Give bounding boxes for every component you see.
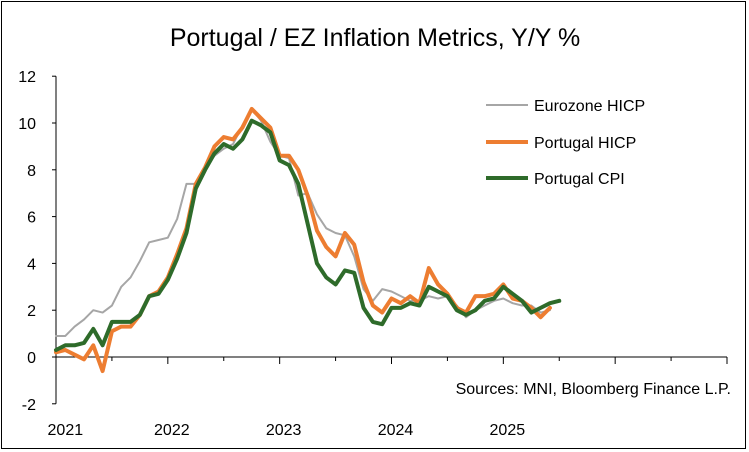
y-tick-label: -2 [22,397,36,414]
x-tick-label: 2024 [378,422,414,439]
legend-label: Portugal CPI [534,171,625,188]
y-tick-label: 12 [18,69,36,86]
x-tick-labels: 2021 2022 2023 2024 2025 [48,422,526,439]
series-line-eurozone-hicp [55,107,551,337]
legend-label: Portugal HICP [534,135,636,152]
y-tick-label: 6 [27,210,36,227]
series-lines [54,106,562,374]
y-tick-label: 4 [27,256,36,273]
legend: Eurozone HICP Portugal HICP Portugal CPI [486,98,645,188]
legend-label: Eurozone HICP [534,98,645,115]
series-line-portugal-hicp [54,106,552,374]
x-tick-label: 2025 [490,422,526,439]
y-tick-label: 8 [27,163,36,180]
source-note: Sources: MNI, Bloomberg Finance L.P. [456,381,731,398]
chart-title: Portugal / EZ Inflation Metrics, Y/Y % [170,24,580,52]
series-line-portugal-cpi [54,118,562,352]
x-tick-label: 2022 [154,422,190,439]
y-tick-label: 0 [27,350,36,367]
x-tick-label: 2021 [48,422,84,439]
x-tick-label: 2023 [266,422,302,439]
y-tick-labels: -2 0 2 4 6 8 10 12 [18,69,36,414]
axes [52,75,728,405]
y-tick-label: 2 [27,303,36,320]
y-tick-label: 10 [18,116,36,133]
